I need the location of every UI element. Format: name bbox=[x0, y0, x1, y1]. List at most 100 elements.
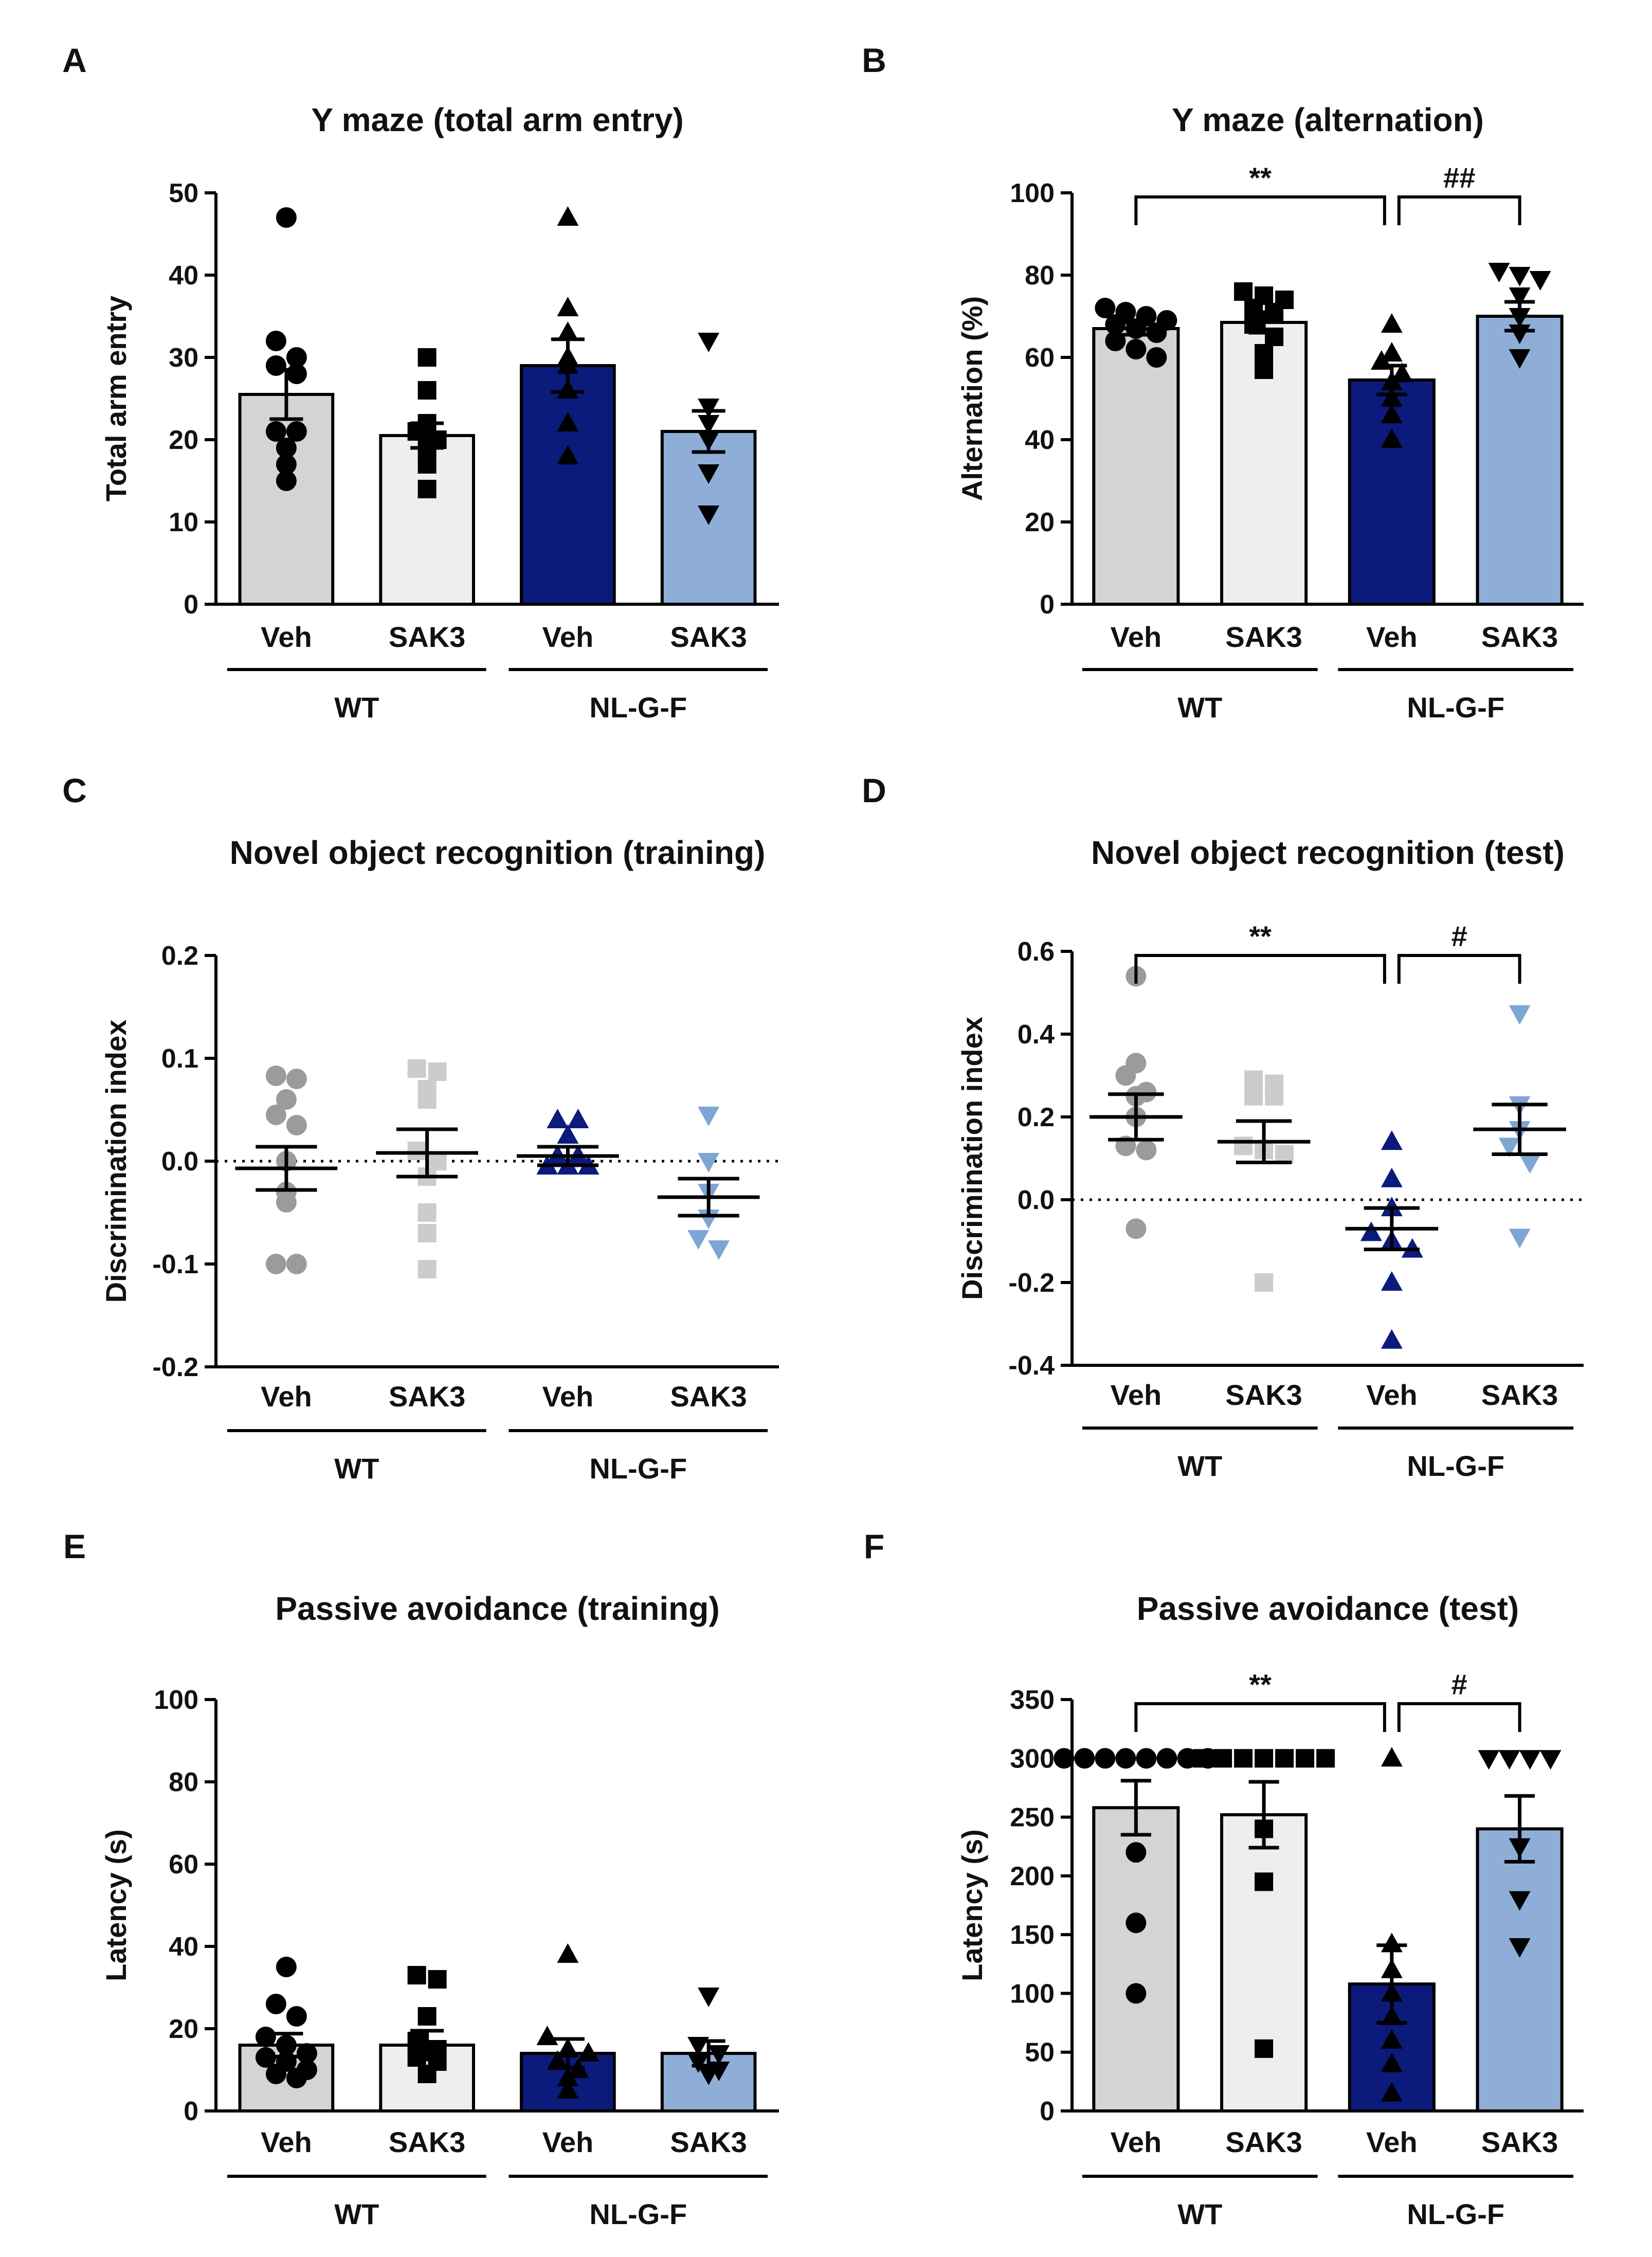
data-point bbox=[286, 2006, 307, 2027]
panel-f: F Passive avoidance (test) 0 50 100 150 200 250… bbox=[864, 1527, 1584, 2230]
series-group bbox=[1348, 313, 1436, 606]
data-point bbox=[1095, 298, 1116, 318]
data-point bbox=[1509, 1005, 1531, 1025]
y-tick-label: 0.6 bbox=[1018, 937, 1055, 967]
data-point bbox=[417, 1090, 437, 1109]
data-point bbox=[1509, 1229, 1531, 1249]
significance-bracket bbox=[1397, 1702, 1521, 1732]
y-tick-label: 200 bbox=[1010, 1862, 1055, 1891]
group-label: NL-G-F bbox=[1407, 691, 1504, 724]
group-label: WT bbox=[1177, 2198, 1222, 2230]
data-point bbox=[255, 2027, 276, 2047]
chart-title: Novel object recognition (training) bbox=[230, 834, 766, 871]
category-label: Veh bbox=[1111, 2126, 1162, 2158]
data-point bbox=[1519, 1154, 1541, 1174]
data-point bbox=[1529, 271, 1551, 291]
data-point bbox=[417, 480, 437, 498]
y-tick-label: -0.2 bbox=[152, 1352, 198, 1382]
y-tick-label: 0 bbox=[184, 590, 198, 620]
series-group bbox=[238, 207, 335, 606]
data-point bbox=[1381, 2082, 1403, 2102]
group-label: WT bbox=[1177, 1450, 1222, 1482]
y-axis-label: Latency (s) bbox=[100, 1829, 132, 1981]
data-point bbox=[1074, 1748, 1095, 1769]
data-point bbox=[286, 1254, 307, 1274]
y-tick-label: 50 bbox=[1025, 2038, 1055, 2068]
category-label: SAK3 bbox=[1481, 1379, 1558, 1411]
series-group bbox=[235, 1066, 338, 1274]
series-group bbox=[1217, 1070, 1311, 1292]
data-point bbox=[286, 1115, 307, 1135]
category-label: Veh bbox=[542, 2126, 594, 2158]
data-point bbox=[417, 1224, 437, 1242]
data-point bbox=[417, 1260, 437, 1278]
data-point bbox=[1193, 1749, 1212, 1768]
significance-label: ** bbox=[1249, 920, 1272, 952]
y-axis-label: Total arm entry bbox=[100, 296, 132, 501]
data-point bbox=[1054, 1748, 1075, 1769]
data-point bbox=[265, 331, 286, 351]
data-point bbox=[1498, 1750, 1520, 1770]
category-label: SAK3 bbox=[389, 2126, 465, 2158]
series-group bbox=[657, 1107, 760, 1260]
data-point bbox=[1255, 1872, 1274, 1891]
data-point bbox=[1296, 1749, 1315, 1768]
data-point bbox=[1381, 1747, 1403, 1767]
y-tick-label: 0.0 bbox=[161, 1147, 198, 1177]
data-point bbox=[1381, 428, 1403, 448]
data-point bbox=[1275, 1749, 1294, 1768]
data-point bbox=[1125, 339, 1147, 359]
data-point bbox=[417, 455, 437, 474]
data-point bbox=[1381, 342, 1403, 362]
data-point bbox=[557, 1124, 579, 1144]
panel-b: B Y maze (alternation) 0 20 40 60 80 100 Alterna… bbox=[862, 41, 1584, 724]
chart-title: Novel object recognition (test) bbox=[1091, 834, 1565, 871]
data-point bbox=[417, 2007, 437, 2026]
y-tick-label: -0.2 bbox=[1008, 1268, 1055, 1298]
y-axis-label: Discrimination index bbox=[956, 1017, 988, 1300]
category-label: SAK3 bbox=[1225, 621, 1302, 653]
series-group bbox=[1476, 1750, 1564, 2112]
y-tick-label: 100 bbox=[1010, 178, 1055, 208]
data-point bbox=[698, 399, 720, 418]
data-point bbox=[255, 2047, 276, 2068]
data-point bbox=[265, 421, 286, 442]
series-group bbox=[238, 1957, 335, 2112]
data-point bbox=[1213, 1749, 1232, 1768]
data-point bbox=[1177, 1748, 1198, 1769]
panel-label: D bbox=[862, 771, 886, 809]
data-point bbox=[687, 1230, 710, 1250]
y-tick-label: 0 bbox=[1040, 590, 1055, 620]
series-group bbox=[1348, 1747, 1436, 2112]
data-point bbox=[1381, 404, 1403, 423]
y-tick-label: 0 bbox=[184, 2097, 198, 2126]
data-point bbox=[698, 1988, 720, 2007]
y-axis-label: Discrimination index bbox=[100, 1020, 132, 1303]
y-tick-label: 0.2 bbox=[161, 941, 198, 971]
data-point bbox=[1136, 1748, 1157, 1769]
y-tick-label: 20 bbox=[1025, 508, 1055, 537]
y-tick-label: 30 bbox=[169, 343, 198, 373]
data-point bbox=[557, 445, 579, 464]
y-tick-label: 80 bbox=[169, 1767, 198, 1797]
data-point bbox=[557, 1943, 579, 1963]
data-point bbox=[577, 2042, 600, 2062]
data-point bbox=[1381, 387, 1403, 407]
y-tick-label: 100 bbox=[1010, 1979, 1055, 2009]
significance-label: ** bbox=[1249, 161, 1272, 194]
data-point bbox=[1381, 2029, 1403, 2049]
y-tick-label: 60 bbox=[1025, 343, 1055, 373]
group-label: WT bbox=[334, 2198, 379, 2230]
data-point bbox=[276, 1192, 297, 1213]
series-group bbox=[379, 1966, 475, 2112]
y-tick-label: 150 bbox=[1010, 1920, 1055, 1950]
data-point bbox=[276, 454, 297, 475]
series-group bbox=[1054, 1748, 1219, 2112]
data-point bbox=[407, 1142, 426, 1160]
group-label: NL-G-F bbox=[589, 691, 687, 724]
category-label: Veh bbox=[1111, 621, 1162, 653]
data-point bbox=[286, 364, 307, 384]
data-point bbox=[1509, 349, 1531, 369]
chart-title: Y maze (total arm entry) bbox=[311, 101, 683, 138]
